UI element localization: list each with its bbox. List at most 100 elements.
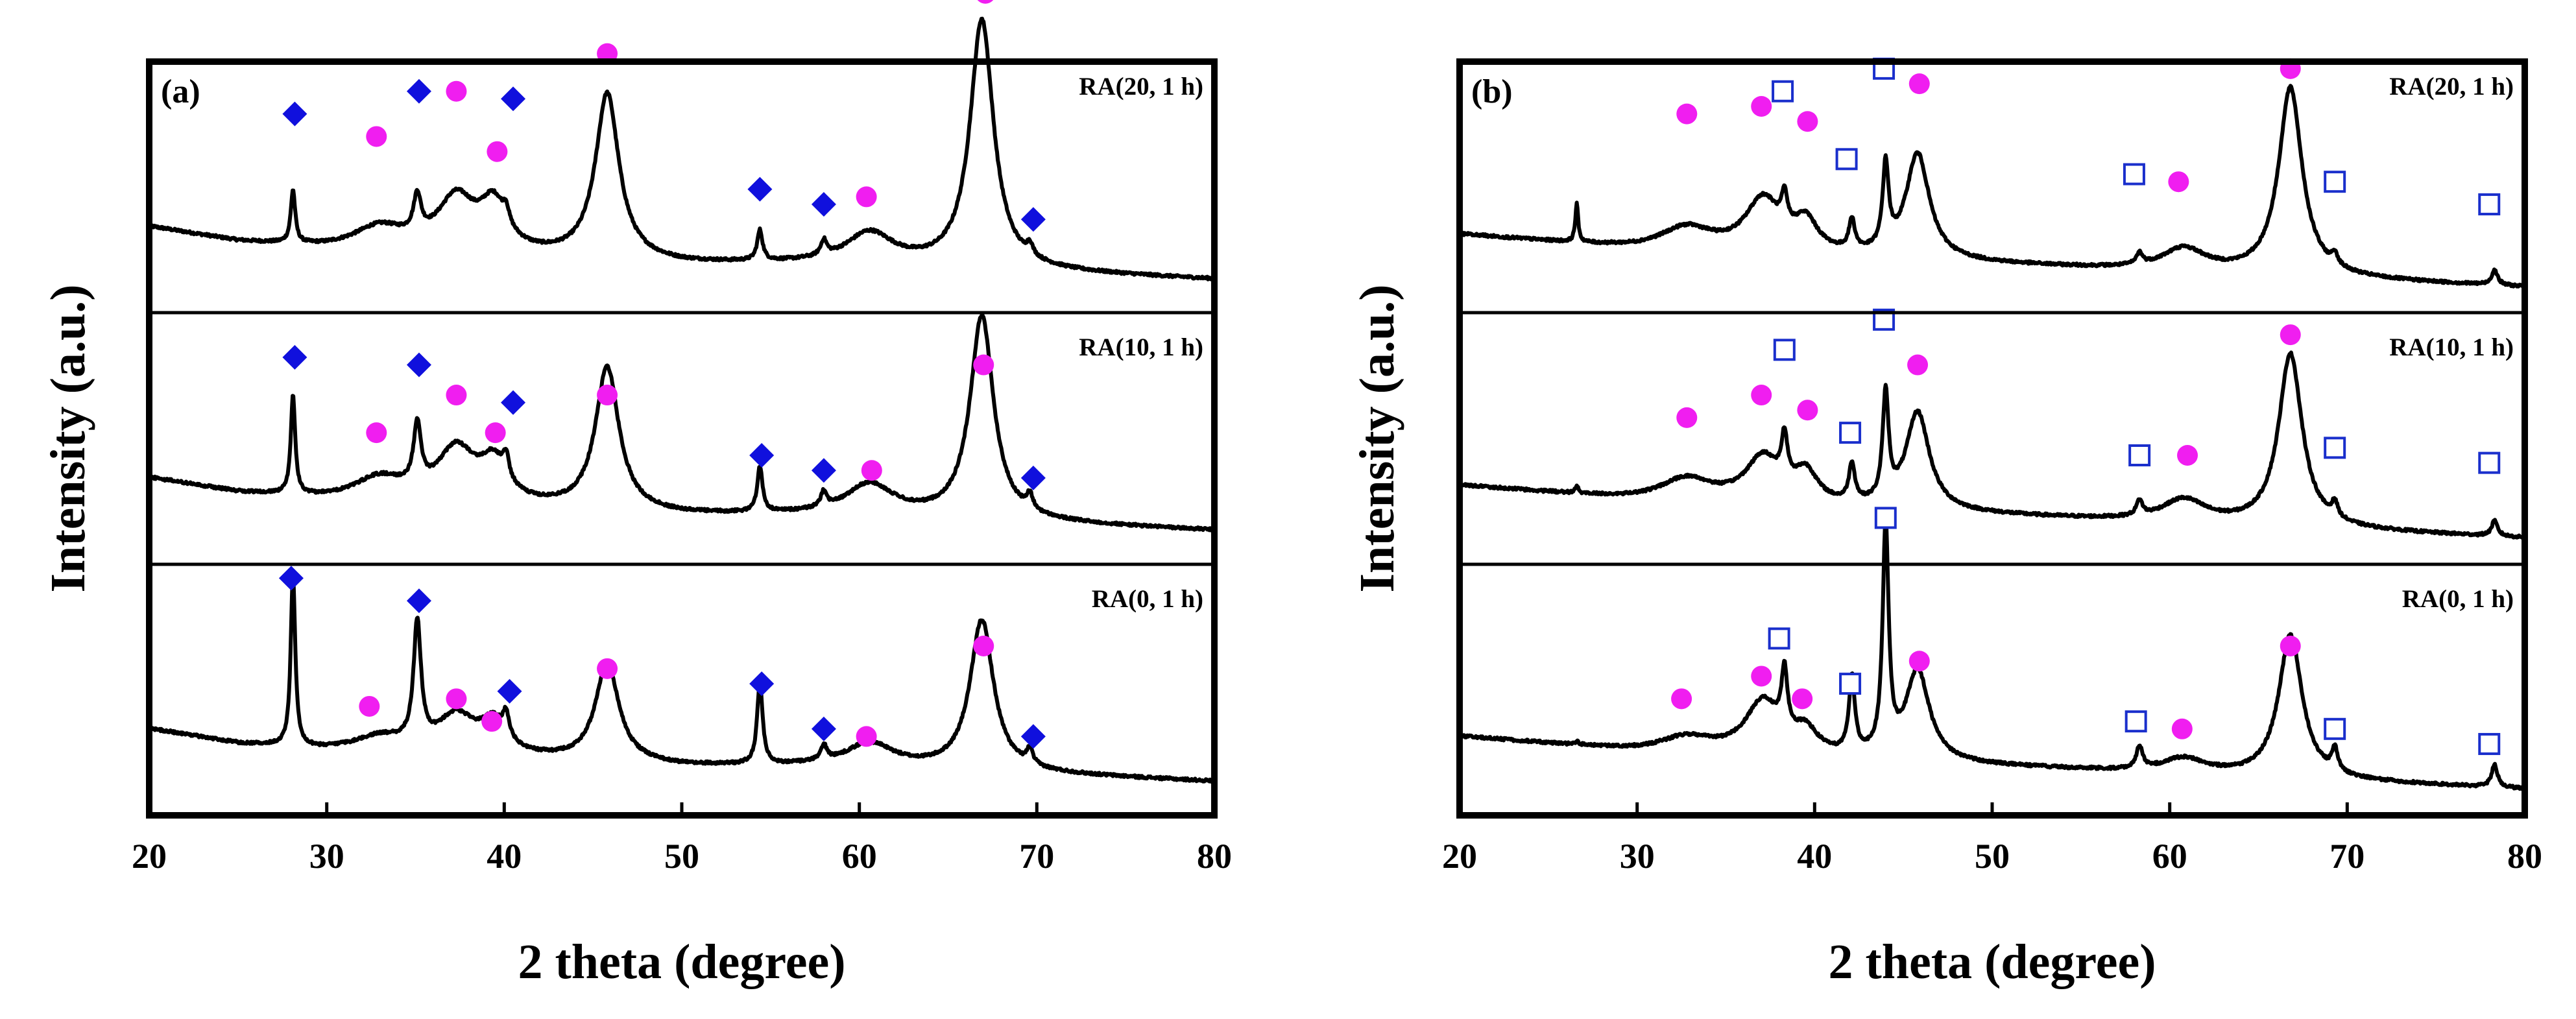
square-marker: [1874, 507, 1897, 529]
circle-marker: [1751, 385, 1772, 406]
panel-a-label: (a): [161, 73, 200, 110]
circle-marker: [446, 385, 467, 406]
circle-marker: [597, 385, 618, 406]
circle-marker: [861, 460, 882, 481]
x-tick-label: 50: [664, 837, 699, 876]
panel-b-sample-label-3: RA(0, 1 h): [2402, 585, 2514, 613]
xrd-trace: [1458, 514, 2526, 791]
x-tick-label: 50: [1975, 837, 2010, 876]
square-marker: [2125, 710, 2147, 733]
panel-a-markers: [278, 0, 1046, 749]
x-tick-label: 40: [1797, 837, 1832, 876]
diamond-marker: [406, 588, 431, 614]
panel-a-y-axis-title: Intensity (a.u.): [41, 284, 95, 592]
square-marker: [1768, 627, 1790, 650]
panel-b-label: (b): [1471, 73, 1513, 110]
panel-a-sample-label-1: RA(20, 1 h): [1079, 73, 1203, 101]
x-tick-label: 30: [309, 837, 344, 876]
panel-a-traces: [147, 16, 1216, 784]
circle-marker: [481, 711, 503, 732]
diamond-marker: [811, 458, 836, 483]
diamond-marker: [747, 176, 773, 202]
panel-b-x-ticks: [1458, 802, 2527, 815]
square-marker: [2478, 193, 2501, 216]
circle-marker: [856, 186, 877, 208]
circle-marker: [977, 0, 994, 4]
circle-marker: [485, 422, 506, 444]
square-marker: [2324, 171, 2346, 193]
panel-a: 20 30 40 50 60 70 80 (a) RA(20, 1 h) RA(…: [41, 0, 1232, 989]
circle-marker: [1676, 103, 1698, 125]
circle-marker: [1751, 95, 1772, 117]
x-tick-label: 20: [132, 837, 167, 876]
diamond-marker: [811, 192, 836, 217]
diamond-marker: [278, 566, 304, 591]
circle-marker: [2280, 324, 2301, 346]
circle-marker: [446, 688, 467, 710]
circle-marker: [1671, 688, 1692, 710]
square-marker: [1773, 339, 1796, 361]
diamond-marker: [406, 352, 431, 378]
x-tick-label: 60: [2152, 837, 2187, 876]
xrd-trace: [147, 312, 1216, 533]
circle-marker: [1908, 651, 1930, 672]
circle-marker: [2168, 171, 2189, 193]
x-tick-label: 60: [842, 837, 877, 876]
circle-marker: [1797, 400, 1818, 421]
circle-marker: [1797, 111, 1818, 132]
diamond-marker: [406, 78, 431, 104]
diamond-marker: [749, 671, 775, 697]
circle-marker: [1751, 665, 1772, 687]
panel-b: 20 30 40 50 60 70 80 (b) RA(20, 1 h) RA(…: [1350, 57, 2542, 989]
diamond-marker: [501, 390, 526, 415]
circle-marker: [2177, 444, 2198, 466]
circle-marker: [2171, 718, 2193, 739]
circle-marker: [1908, 73, 1930, 95]
x-tick-label: 70: [1019, 837, 1054, 876]
panel-b-sample-label-2: RA(10, 1 h): [2389, 333, 2514, 361]
panel-b-x-axis-title: 2 theta (degree): [1828, 935, 2156, 989]
diamond-marker: [1020, 465, 1046, 490]
circle-marker: [2280, 635, 2301, 656]
diamond-marker: [282, 344, 307, 370]
circle-marker: [366, 126, 387, 147]
panel-a-x-ticks: [147, 802, 1216, 815]
panel-a-x-tick-labels: 20 30 40 50 60 70 80: [132, 837, 1232, 876]
circle-marker: [597, 658, 618, 679]
panel-b-y-axis-title: Intensity (a.u.): [1350, 284, 1404, 592]
x-tick-label: 20: [1442, 837, 1477, 876]
panel-b-frame: [1456, 58, 2528, 819]
x-tick-label: 40: [487, 837, 522, 876]
diamond-marker: [282, 101, 307, 126]
diamond-marker: [497, 678, 522, 704]
xrd-trace: [147, 16, 1216, 282]
diamond-marker: [749, 442, 775, 468]
square-marker: [2324, 437, 2346, 459]
circle-marker: [359, 695, 380, 717]
square-marker: [2478, 733, 2501, 756]
square-marker: [1772, 80, 1794, 102]
diamond-marker: [1020, 207, 1046, 232]
circle-marker: [1907, 354, 1929, 376]
x-tick-label: 80: [2507, 837, 2542, 876]
xrd-trace: [148, 573, 1216, 784]
circle-marker: [487, 141, 508, 162]
circle-marker: [856, 726, 877, 747]
square-marker: [2128, 444, 2151, 466]
circle-marker: [446, 80, 467, 102]
circle-marker: [1676, 407, 1698, 428]
square-marker: [2123, 163, 2145, 186]
panel-a-sample-label-2: RA(10, 1 h): [1079, 333, 1203, 361]
xrd-trace: [1458, 350, 2527, 540]
panel-b-x-tick-labels: 20 30 40 50 60 70 80: [1442, 837, 2542, 876]
circle-marker: [1792, 688, 1813, 710]
square-marker: [1835, 148, 1858, 171]
panel-a-x-axis-title: 2 theta (degree): [518, 935, 845, 989]
panel-b-markers: [1671, 57, 2501, 756]
square-marker: [1839, 422, 1862, 444]
square-marker: [1839, 673, 1862, 695]
square-marker: [2478, 451, 2501, 474]
panel-a-frame: [146, 58, 1218, 819]
panel-b-traces: [1458, 84, 2527, 791]
